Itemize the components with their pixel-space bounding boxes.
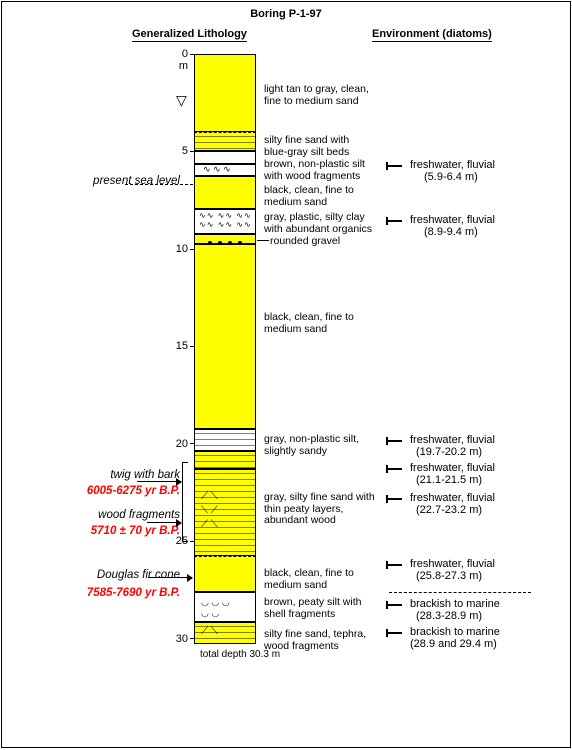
env-7-l1: brackish to marine	[410, 598, 500, 610]
depth-20: 20	[176, 438, 188, 450]
env-tick-icon	[388, 629, 404, 637]
sample-bracket	[182, 462, 189, 542]
sea-level-line	[125, 184, 193, 185]
layer-10	[194, 451, 256, 469]
desc-1: light tan to gray, clean, fine to medium…	[264, 84, 374, 107]
note-sea-level: present sea level	[93, 175, 180, 187]
layer-7	[194, 234, 256, 244]
env-tick-icon	[388, 217, 404, 225]
layer-8	[194, 244, 256, 429]
layer-11: ⟋ ⟍⟍ ⟋⟋ ⟍	[194, 469, 256, 556]
total-depth: total depth 30.3 m	[200, 649, 280, 660]
env-5: freshwater, fluvial (22.7-23.2 m)	[410, 492, 495, 516]
env-2-l1: freshwater, fluvial	[410, 214, 495, 226]
depth-5: 5	[182, 145, 188, 157]
arrow-cone	[148, 577, 192, 578]
env-2: freshwater, fluvial (8.9-9.4 m)	[410, 214, 495, 238]
layer-13: ◡ ◡ ◡◡ ◡	[194, 592, 256, 622]
note-wood: wood fragments	[98, 509, 180, 521]
arrow-twig	[137, 481, 181, 482]
date-wood: 5710 ± 70 yr B.P.	[91, 525, 180, 537]
env-5-l2: (22.7-23.2 m)	[410, 504, 495, 516]
env-3-l1: freshwater, fluvial	[410, 434, 495, 446]
env-1-l2: (5.9-6.4 m)	[410, 171, 495, 183]
date-twig: 6005-6275 yr B.P.	[87, 485, 180, 497]
env-4-l2: (21.1-21.5 m)	[410, 474, 495, 486]
desc-10: black, clean, fine to medium sand	[264, 568, 374, 591]
env-tick-icon	[388, 601, 404, 609]
figure-frame: Boring P-1-97 Generalized Lithology Envi…	[1, 1, 571, 748]
desc-9: gray, silty fine sand with thin peaty la…	[264, 492, 384, 527]
env-6: freshwater, fluvial (25.8-27.3 m)	[410, 558, 495, 582]
env-8-l2: (28.9 and 29.4 m)	[410, 638, 500, 650]
env-2-l2: (8.9-9.4 m)	[410, 226, 495, 238]
layer-3	[194, 151, 256, 164]
layer-4: ∿ ∿ ∿	[194, 164, 256, 176]
subhead-lithology: Generalized Lithology	[132, 28, 247, 40]
layer-6: ∿∿ ∿∿ ∿∿∿∿ ∿∿ ∿∿	[194, 209, 256, 234]
desc-7: black, clean, fine to medium sand	[264, 312, 374, 335]
gravel-leader	[257, 240, 269, 241]
env-3-l2: (19.7-20.2 m)	[410, 446, 495, 458]
layer-1	[194, 54, 256, 132]
layer-2	[194, 132, 256, 151]
env-5-l1: freshwater, fluvial	[410, 492, 495, 504]
figure-title: Boring P-1-97	[2, 8, 570, 20]
layer-12	[194, 556, 256, 592]
env-7: brackish to marine (28.3-28.9 m)	[410, 598, 500, 622]
env-1: freshwater, fluvial (5.9-6.4 m)	[410, 159, 495, 183]
water-table-icon: ▽	[176, 92, 187, 109]
env-divider	[389, 592, 531, 593]
env-7-l2: (28.3-28.9 m)	[410, 610, 500, 622]
desc-6: rounded gravel	[270, 236, 340, 248]
layer-9	[194, 429, 256, 451]
desc-5: gray, plastic, silty clay with abundant …	[264, 212, 374, 235]
depth-0: 0 m	[179, 48, 188, 72]
env-4: freshwater, fluvial (21.1-21.5 m)	[410, 462, 495, 486]
env-3: freshwater, fluvial (19.7-20.2 m)	[410, 434, 495, 458]
note-twig: twig with bark	[110, 469, 180, 481]
date-cone: 7585-7690 yr B.P.	[87, 587, 180, 599]
desc-11: brown, peaty silt with shell fragments	[264, 597, 374, 620]
env-tick-icon	[388, 561, 404, 569]
desc-3: brown, non-plastic silt with wood fragme…	[264, 159, 384, 182]
env-tick-icon	[388, 437, 404, 445]
env-tick-icon	[388, 465, 404, 473]
desc-8: gray, non-plastic silt, slightly sandy	[264, 434, 374, 457]
desc-4: black, clean, fine to medium sand	[264, 185, 374, 208]
layer-14: ⟋ ⟍	[194, 622, 256, 644]
depth-30: 30	[176, 633, 188, 645]
env-1-l1: freshwater, fluvial	[410, 159, 495, 171]
desc-2: silty fine sand with blue-gray silt beds	[264, 135, 374, 158]
depth-15: 15	[176, 340, 188, 352]
subhead-environment-text: Environment (diatoms)	[372, 28, 492, 42]
desc-12: silty fine sand, tephra, wood fragments	[264, 629, 374, 652]
env-8: brackish to marine (28.9 and 29.4 m)	[410, 626, 500, 650]
subhead-environment: Environment (diatoms)	[372, 28, 492, 40]
env-6-l2: (25.8-27.3 m)	[410, 570, 495, 582]
env-tick-icon	[388, 495, 404, 503]
env-tick-icon	[388, 162, 404, 170]
arrow-wood	[147, 522, 181, 523]
env-8-l1: brackish to marine	[410, 626, 500, 638]
env-4-l1: freshwater, fluvial	[410, 462, 495, 474]
subhead-lithology-text: Generalized Lithology	[132, 28, 247, 42]
boring-column: 0 m 5 10 15 20 25 30 ▽ ∿ ∿ ∿ ∿∿ ∿∿ ∿∿∿∿ …	[194, 54, 256, 694]
note-cone: Douglas fir cone	[97, 569, 180, 581]
layer-5	[194, 176, 256, 209]
depth-10: 10	[176, 243, 188, 255]
env-6-l1: freshwater, fluvial	[410, 558, 495, 570]
